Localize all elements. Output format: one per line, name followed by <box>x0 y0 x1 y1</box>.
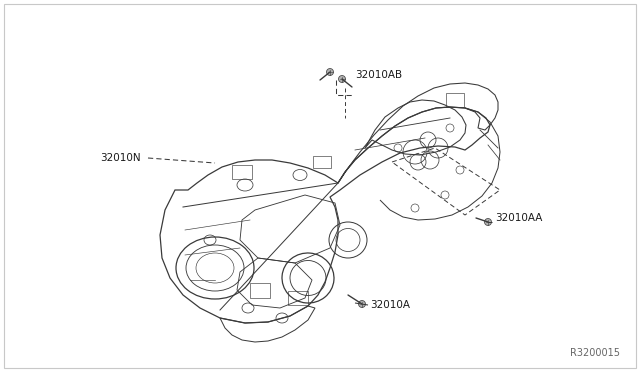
Text: 32010AB: 32010AB <box>355 70 402 80</box>
Text: R3200015: R3200015 <box>570 348 620 358</box>
Circle shape <box>326 68 333 76</box>
Circle shape <box>358 301 365 308</box>
Text: 32010N: 32010N <box>100 153 141 163</box>
Circle shape <box>484 218 492 225</box>
Text: 32010A: 32010A <box>370 300 410 310</box>
Text: 32010AA: 32010AA <box>495 213 542 223</box>
Circle shape <box>339 76 346 83</box>
